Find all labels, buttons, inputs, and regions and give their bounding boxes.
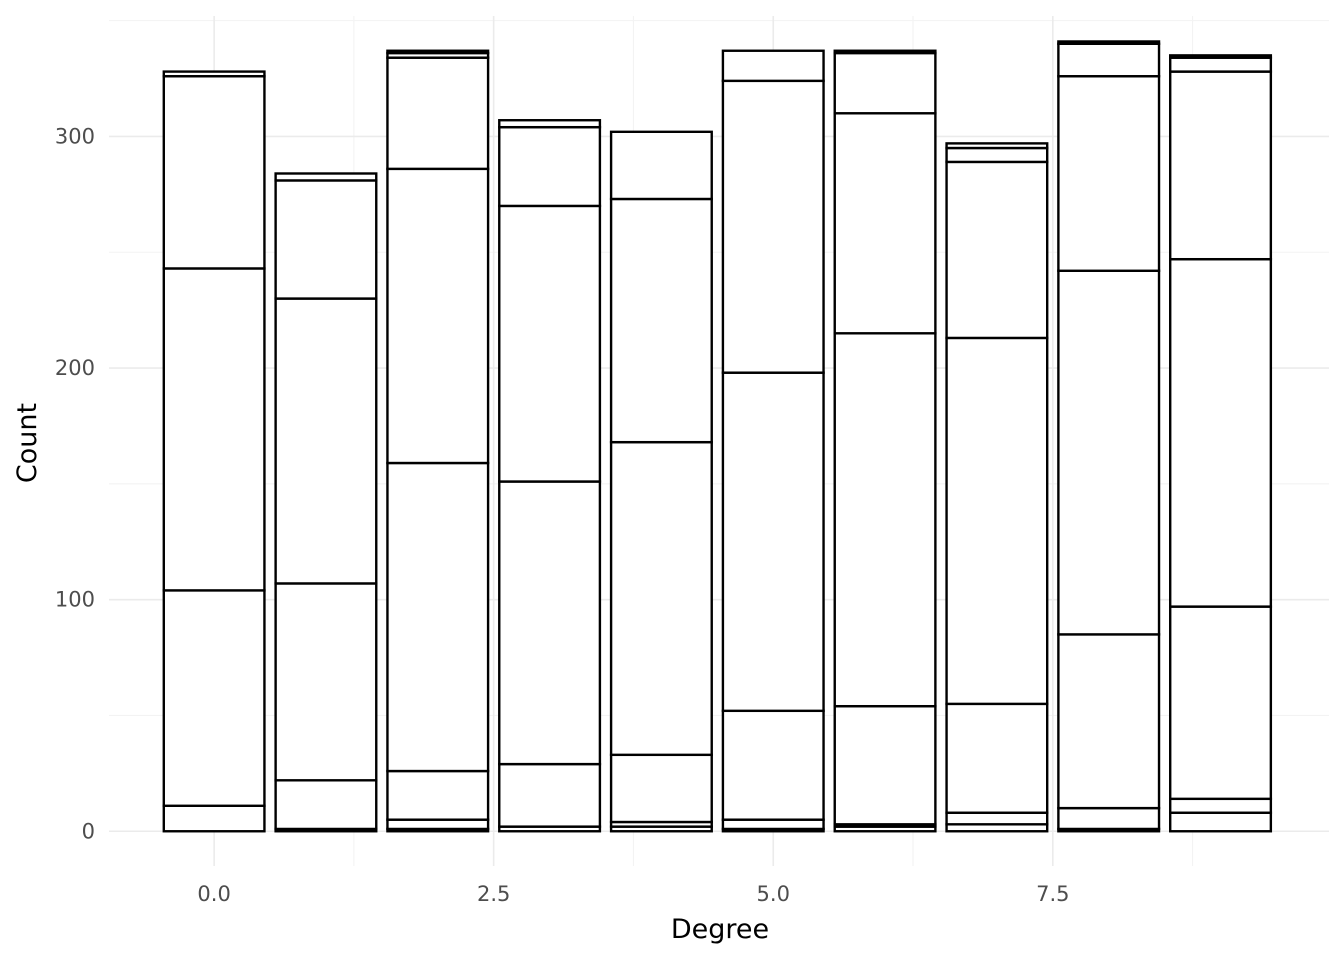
y-tick-label: 0 <box>82 819 95 843</box>
x-tick-label: 7.5 <box>1036 882 1069 906</box>
bar-segment <box>162 589 266 807</box>
y-tick-label: 300 <box>55 124 95 148</box>
bar-segment <box>386 818 490 831</box>
bar-segment <box>609 130 713 201</box>
bar-segment <box>162 267 266 592</box>
bar-segment <box>1169 56 1273 73</box>
bar-segment <box>1057 42 1161 78</box>
bar-segment <box>833 51 937 115</box>
bar-segment <box>721 49 825 83</box>
bar-segment <box>945 702 1049 814</box>
y-tick-label: 100 <box>55 588 95 612</box>
bar-stack <box>498 119 602 833</box>
bar-segment <box>386 461 490 773</box>
bar-stack <box>609 130 713 833</box>
bar-segment <box>721 818 825 831</box>
bar-segment <box>498 119 602 129</box>
bar-stack <box>1057 40 1161 833</box>
bar-segment <box>833 332 937 708</box>
bar-segment <box>498 204 602 483</box>
bar-segment <box>1057 633 1161 810</box>
bar-segment <box>274 582 378 782</box>
bar-segment <box>1169 811 1273 833</box>
bar-segment <box>945 160 1049 340</box>
bar-segment <box>1169 70 1273 261</box>
bar-segment <box>498 762 602 828</box>
bar-segment <box>1169 605 1273 801</box>
bar-segment <box>609 197 713 444</box>
bar-stack <box>1169 54 1273 833</box>
bar-segment <box>945 811 1049 826</box>
bar-segment <box>833 112 937 335</box>
bar-stack <box>162 70 266 833</box>
bar-segment <box>1169 257 1273 608</box>
bar-segment <box>1057 75 1161 272</box>
x-tick-label: 0.0 <box>197 882 230 906</box>
bar-segment <box>721 709 825 821</box>
tick-labels: 0.0 2.5 5.0 7.5 0 100 200 300 <box>55 124 1070 906</box>
bar-segment <box>162 70 266 78</box>
bar-segment <box>274 779 378 831</box>
bar-stack <box>721 49 825 833</box>
bar-segment <box>162 75 266 270</box>
bar-segment <box>945 336 1049 706</box>
bar-segment <box>274 172 378 182</box>
bar-stack <box>274 172 378 833</box>
bar-segment <box>1169 797 1273 814</box>
y-axis-title: Count <box>12 403 43 483</box>
bar-segment <box>162 804 266 833</box>
bar-segment <box>386 167 490 465</box>
bar-segment <box>609 753 713 824</box>
x-axis-title: Degree <box>671 914 769 945</box>
bar-segment <box>945 142 1049 150</box>
bar-segment <box>609 440 713 757</box>
bar-segment <box>1057 806 1161 831</box>
bar-segment <box>1169 54 1273 59</box>
bar-stack <box>386 49 490 833</box>
bar-stack <box>945 142 1049 833</box>
bar-segment <box>274 179 378 300</box>
bars <box>162 40 1273 833</box>
bar-segment <box>1057 269 1161 636</box>
bar-segment <box>386 49 490 55</box>
bar-segment <box>721 79 825 374</box>
bar-segment <box>498 125 602 208</box>
bar-segment <box>386 769 490 821</box>
bar-segment <box>1057 40 1161 45</box>
bar-stack <box>833 49 937 833</box>
y-tick-label: 200 <box>55 356 95 380</box>
bar-segment <box>833 49 937 55</box>
bar-segment <box>721 371 825 713</box>
bar-segment <box>274 297 378 585</box>
x-tick-label: 2.5 <box>477 882 510 906</box>
bar-segment <box>833 704 937 826</box>
x-tick-label: 5.0 <box>757 882 790 906</box>
bar-segment <box>386 56 490 171</box>
bar-segment <box>945 146 1049 164</box>
bar-segment <box>498 480 602 766</box>
